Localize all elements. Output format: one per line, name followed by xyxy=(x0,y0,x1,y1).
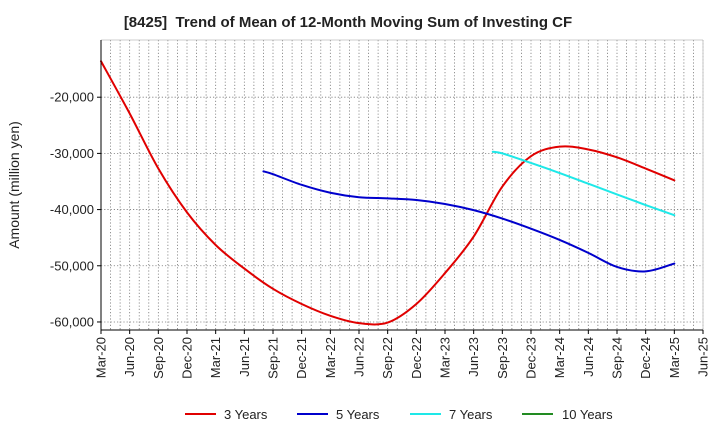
legend-label-7-years: 7 Years xyxy=(449,407,493,422)
y-tick-label: -20,000 xyxy=(50,90,94,105)
x-tick-label: Sep-21 xyxy=(266,337,281,379)
y-tick-label: -40,000 xyxy=(50,202,94,217)
legend-label-10-years: 10 Years xyxy=(562,407,613,422)
legend-item-3-years: 3 Years xyxy=(185,407,268,422)
legend-item-10-years: 10 Years xyxy=(522,407,613,422)
x-tick-label: Mar-21 xyxy=(208,337,223,378)
x-tick-label: Jun-21 xyxy=(237,337,252,377)
x-axis-ticks: Mar-20 Jun-20 Sep-20 Dec-20 Mar-21 Jun-21 Sep-… xyxy=(94,330,711,379)
x-tick-label: Mar-25 xyxy=(667,337,682,378)
plot-frame xyxy=(101,39,704,330)
y-tick-label: -30,000 xyxy=(50,146,94,161)
x-tick-label: Dec-24 xyxy=(638,337,653,379)
x-tick-label: Dec-22 xyxy=(409,337,424,379)
x-tick-label: Sep-24 xyxy=(610,337,625,379)
series-line-3-years xyxy=(100,60,676,326)
x-tick-label: Jun-20 xyxy=(122,337,137,377)
y-axis-label: Amount (million yen) xyxy=(6,121,22,249)
x-tick-label: Sep-20 xyxy=(151,337,166,379)
y-tick-label: -50,000 xyxy=(50,258,94,273)
series-lines xyxy=(100,60,676,326)
x-tick-label: Sep-22 xyxy=(380,337,395,379)
x-tick-label: Sep-23 xyxy=(495,337,510,379)
legend-label-3-years: 3 Years xyxy=(224,407,268,422)
x-tick-label: Mar-20 xyxy=(94,337,109,378)
axes xyxy=(100,40,703,331)
x-tick-label: Jun-22 xyxy=(352,337,367,377)
series-line-7-years xyxy=(491,150,676,217)
x-tick-label: Dec-21 xyxy=(294,337,309,379)
x-tick-label: Jun-23 xyxy=(466,337,481,377)
y-tick-label: -60,000 xyxy=(50,314,94,329)
x-tick-label: Jun-25 xyxy=(696,337,711,377)
x-tick-label: Dec-23 xyxy=(524,337,539,379)
chart-title: [8425] Trend of Mean of 12-Month Moving … xyxy=(124,14,572,31)
legend-item-7-years: 7 Years xyxy=(410,407,493,422)
x-tick-label: Mar-24 xyxy=(552,337,567,378)
legend-item-5-years: 5 Years xyxy=(297,407,380,422)
x-tick-label: Mar-23 xyxy=(438,337,453,378)
x-tick-label: Jun-24 xyxy=(581,337,596,377)
legend-label-5-years: 5 Years xyxy=(336,407,380,422)
series-line-5-years xyxy=(262,170,676,273)
x-tick-label: Mar-22 xyxy=(323,337,338,378)
x-tick-label: Dec-20 xyxy=(180,337,195,379)
gridlines xyxy=(100,40,704,330)
legend: 3 Years 5 Years 7 Years 10 Years xyxy=(185,407,613,422)
y-axis-ticks: -20,000 -30,000 -40,000 -50,000 -60,000 xyxy=(50,90,101,329)
